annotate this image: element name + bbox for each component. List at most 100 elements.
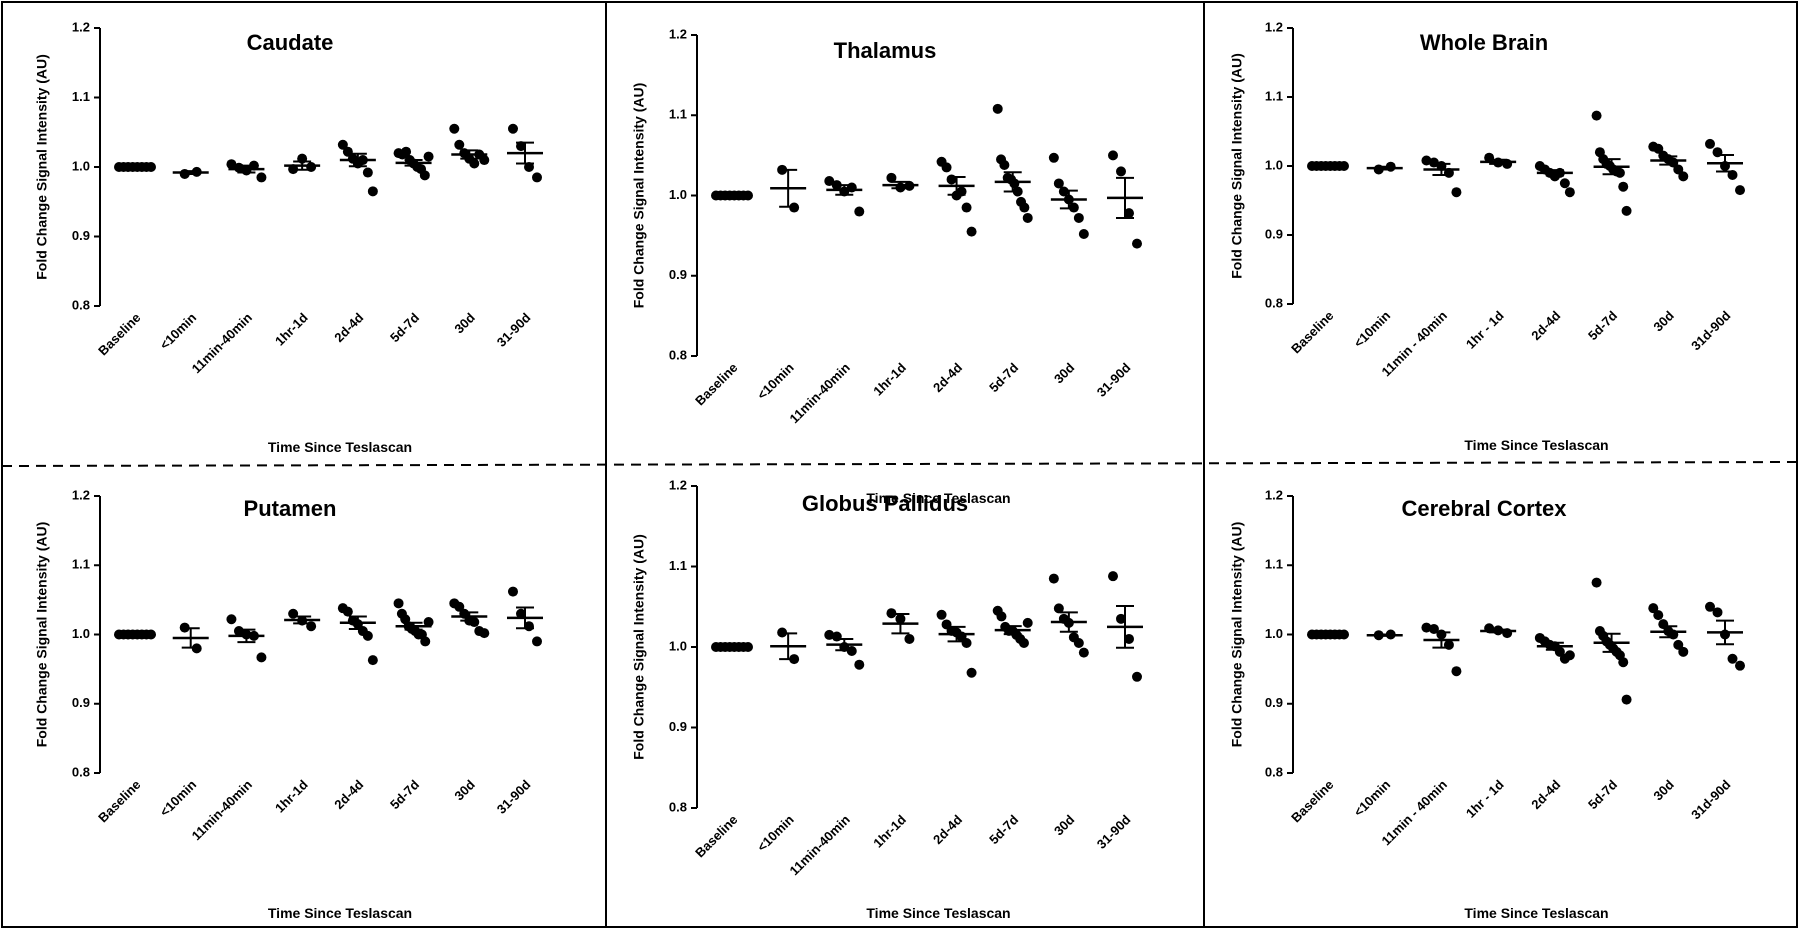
y-tick-label: 1.1 [1265,88,1283,103]
data-point [1653,143,1664,154]
panels: Caudate 0.8 0.9 1.0 1.1 1.2 Fold Change Signal… [34,19,1745,921]
data-point [454,601,465,612]
x-tick-label: 11min-40min [189,777,255,843]
data-point [1564,650,1575,661]
data-point [1451,666,1462,677]
data-point [337,139,348,150]
data-point [1078,229,1089,240]
x-tick-label: 2d-4d [1528,777,1563,812]
data-point [1078,647,1089,658]
y-tick-label: 1.0 [1265,626,1283,641]
data-point [1108,150,1118,161]
data-point [423,151,434,162]
data-point [401,146,412,157]
data-point [516,608,526,619]
x-tick-label: 11min-40min [787,360,853,426]
panel-title: Cerebral Cortex [1401,496,1567,521]
data-point [1132,671,1142,682]
y-tick-label: 1.2 [1265,19,1283,34]
panel-globus-pallidus: Globus Pallidus 0.8 0.9 1.0 1.1 1.2 Fold Chang… [631,477,1143,921]
x-tick-label: 2d-4d [331,777,366,812]
y-axis-label: Fold Change Signal Intensity (AU) [34,54,50,280]
data-point [532,636,542,647]
data-point [1591,577,1602,588]
panel-cerebral-cortex: Cerebral Cortex 0.8 0.9 1.0 1.1 1.2 Fold Chang… [1229,487,1745,921]
x-tick-label: 30d [1051,812,1077,838]
data-point [1559,178,1570,189]
panel-title: Thalamus [834,38,937,63]
x-tick-label: 31-90d [494,310,534,350]
y-tick-label: 0.8 [669,799,687,814]
data-point [1428,157,1439,168]
data-point [1124,633,1134,644]
data-point [1022,617,1033,628]
row-divider-dashed [1,461,1798,467]
y-tick-label: 1.0 [72,158,90,173]
data-point [508,586,518,597]
data-point [362,630,373,641]
data-point [936,609,947,620]
x-axis-label: Time Since Teslascan [866,490,1010,506]
data-point [1421,155,1432,166]
x-tick-label: Baseline [692,360,740,408]
y-tick-label: 1.1 [669,558,687,573]
y-tick-label: 0.9 [669,267,687,282]
x-tick-label: 31-90d [1094,812,1134,852]
data-point [1621,694,1632,705]
y-tick-label: 0.9 [72,695,90,710]
x-tick-label: <10min [1351,777,1394,820]
data-point [1705,601,1715,612]
data-point [1564,187,1575,198]
data-point [419,170,430,181]
data-point [532,172,542,183]
x-tick-label: Baseline [95,777,143,825]
data-point [1705,138,1715,149]
y-tick-label: 1.0 [669,638,687,653]
y-axis-label: Fold Change Signal Intensity (AU) [631,83,647,309]
y-tick-label: 0.8 [72,297,90,312]
x-tick-label: <10min [754,360,797,403]
y-axis-label: Fold Change Signal Intensity (AU) [34,522,50,748]
y-axis-label: Fold Change Signal Intensity (AU) [1229,522,1245,748]
data-point [367,186,378,197]
y-tick-label: 1.0 [1265,157,1283,172]
data-point [1618,657,1629,668]
y-tick-label: 0.9 [669,719,687,734]
data-point [831,631,842,642]
x-tick-label: 31d-90d [1688,308,1733,353]
data-point [1048,573,1059,584]
panel-caudate: Caudate 0.8 0.9 1.0 1.1 1.2 Fold Change Signal… [34,19,543,455]
x-tick-label: 30d [451,777,477,803]
y-tick-label: 1.1 [72,89,90,104]
data-point [854,206,865,217]
data-point [1019,202,1030,213]
data-point [824,629,835,640]
panel-title: Caudate [247,30,334,55]
x-tick-label: 30d [1650,308,1676,334]
data-point [469,617,480,628]
x-axis-label: Time Since Teslascan [866,905,1010,921]
data-point [1073,212,1084,223]
data-point [999,160,1010,171]
y-tick-label: 1.0 [72,626,90,641]
panel-title: Globus Pallidus [802,491,968,516]
data-point [367,655,378,666]
y-tick-label: 1.2 [669,477,687,492]
data-point [479,628,490,639]
x-tick-label: 31-90d [494,777,534,817]
x-tick-label: 5d-7d [387,777,422,812]
panel-thalamus: Thalamus 0.8 0.9 1.0 1.1 1.2 Fold Change Signa… [631,26,1143,506]
data-point [449,123,460,134]
x-tick-label: <10min [1351,308,1394,351]
x-tick-label: 5d-7d [986,360,1021,395]
x-tick-label: 30d [451,310,477,336]
data-point [469,158,480,169]
data-point [233,626,244,637]
y-tick-label: 1.2 [669,26,687,41]
panel-title: Whole Brain [1420,30,1548,55]
data-point [946,174,957,185]
data-point [1673,164,1684,175]
x-axis-label: Time Since Teslascan [268,905,412,921]
y-tick-label: 1.1 [1265,557,1283,572]
